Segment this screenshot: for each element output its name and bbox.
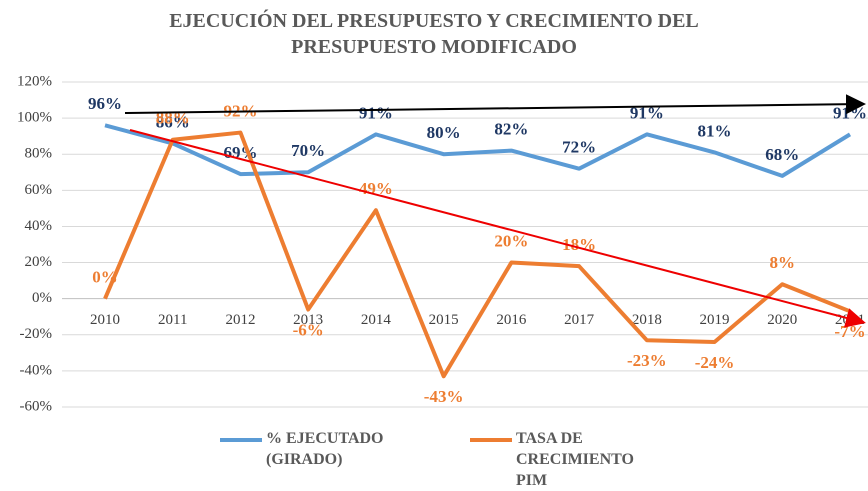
y-tick-label: -20% bbox=[20, 326, 53, 342]
data-label: 49% bbox=[359, 179, 393, 198]
legend-swatch bbox=[220, 438, 262, 442]
data-label: 8% bbox=[770, 253, 796, 272]
data-label: -7% bbox=[834, 322, 865, 341]
data-label: 91% bbox=[833, 103, 867, 122]
x-tick-label: 2011 bbox=[158, 312, 187, 328]
data-label: 81% bbox=[698, 121, 732, 140]
data-label: -43% bbox=[424, 387, 464, 406]
data-label: 0% bbox=[92, 268, 118, 287]
data-label: 72% bbox=[562, 138, 596, 157]
y-tick-label: -40% bbox=[20, 362, 53, 378]
x-tick-label: 2013 bbox=[293, 312, 323, 328]
x-tick-label: 2014 bbox=[361, 312, 392, 328]
y-tick-label: 40% bbox=[25, 218, 53, 234]
data-label: 68% bbox=[765, 145, 799, 164]
legend-label: TASA DE CRECIMIENTO PIM bbox=[516, 430, 634, 489]
data-label: 70% bbox=[291, 141, 325, 160]
y-tick-label: 60% bbox=[25, 182, 53, 198]
data-label: 20% bbox=[494, 231, 528, 250]
chart-title: EJECUCIÓN DEL PRESUPUESTO Y CRECIMIENTO … bbox=[169, 10, 699, 58]
x-tick-label: 2016 bbox=[496, 312, 527, 328]
x-tick-label: 2010 bbox=[90, 312, 120, 328]
trend-arrow bbox=[124, 94, 866, 115]
data-label: 91% bbox=[630, 103, 664, 122]
legend-swatch bbox=[470, 438, 512, 442]
x-tick-label: 2019 bbox=[700, 312, 730, 328]
y-tick-label: 0% bbox=[32, 290, 52, 306]
legend-label: % EJECUTADO (GIRADO) bbox=[266, 430, 384, 468]
data-label: -23% bbox=[627, 351, 667, 370]
y-tick-label: 80% bbox=[25, 146, 53, 162]
x-tick-label: 2017 bbox=[564, 312, 595, 328]
data-label: 80% bbox=[427, 123, 461, 142]
x-tick-label: 2015 bbox=[429, 312, 459, 328]
series-line bbox=[104, 123, 852, 178]
data-label: 86% bbox=[156, 112, 190, 131]
data-label: 91% bbox=[359, 103, 393, 122]
y-tick-label: -60% bbox=[20, 398, 53, 414]
y-tick-label: 20% bbox=[25, 254, 53, 270]
x-tick-label: 2018 bbox=[632, 312, 662, 328]
data-label: 82% bbox=[494, 120, 528, 139]
data-label: 96% bbox=[88, 94, 122, 113]
trend-arrow bbox=[129, 129, 866, 328]
x-tick-label: 2012 bbox=[225, 312, 255, 328]
data-label: -6% bbox=[293, 320, 324, 339]
y-tick-label: 120% bbox=[17, 73, 52, 89]
x-tick-label: 2020 bbox=[767, 312, 797, 328]
y-tick-label: 100% bbox=[17, 110, 52, 126]
series-line bbox=[103, 130, 851, 379]
data-label: -24% bbox=[695, 353, 735, 372]
